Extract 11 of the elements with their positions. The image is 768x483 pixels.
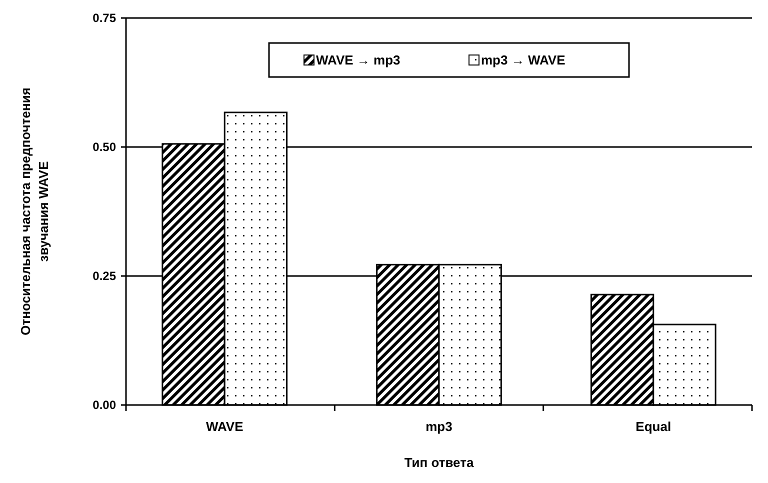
y-tick-label: 0.00 <box>92 398 116 412</box>
y-tick-label: 0.75 <box>92 11 116 26</box>
y-axis-title: Относительная частота предпочтения звучания WAVE <box>18 88 51 336</box>
x-axis-title: Тип ответа <box>404 455 474 470</box>
x-tick-label: mp3 <box>426 419 452 434</box>
x-tick-label: Equal <box>636 419 672 434</box>
legend-label: WAVE → mp3 <box>316 52 400 68</box>
x-tick-label: WAVE <box>206 419 244 434</box>
y-tick-label: 0.50 <box>92 140 116 154</box>
legend-label: mp3 → WAVE <box>481 52 566 68</box>
y-tick-label: 0.25 <box>92 269 116 284</box>
